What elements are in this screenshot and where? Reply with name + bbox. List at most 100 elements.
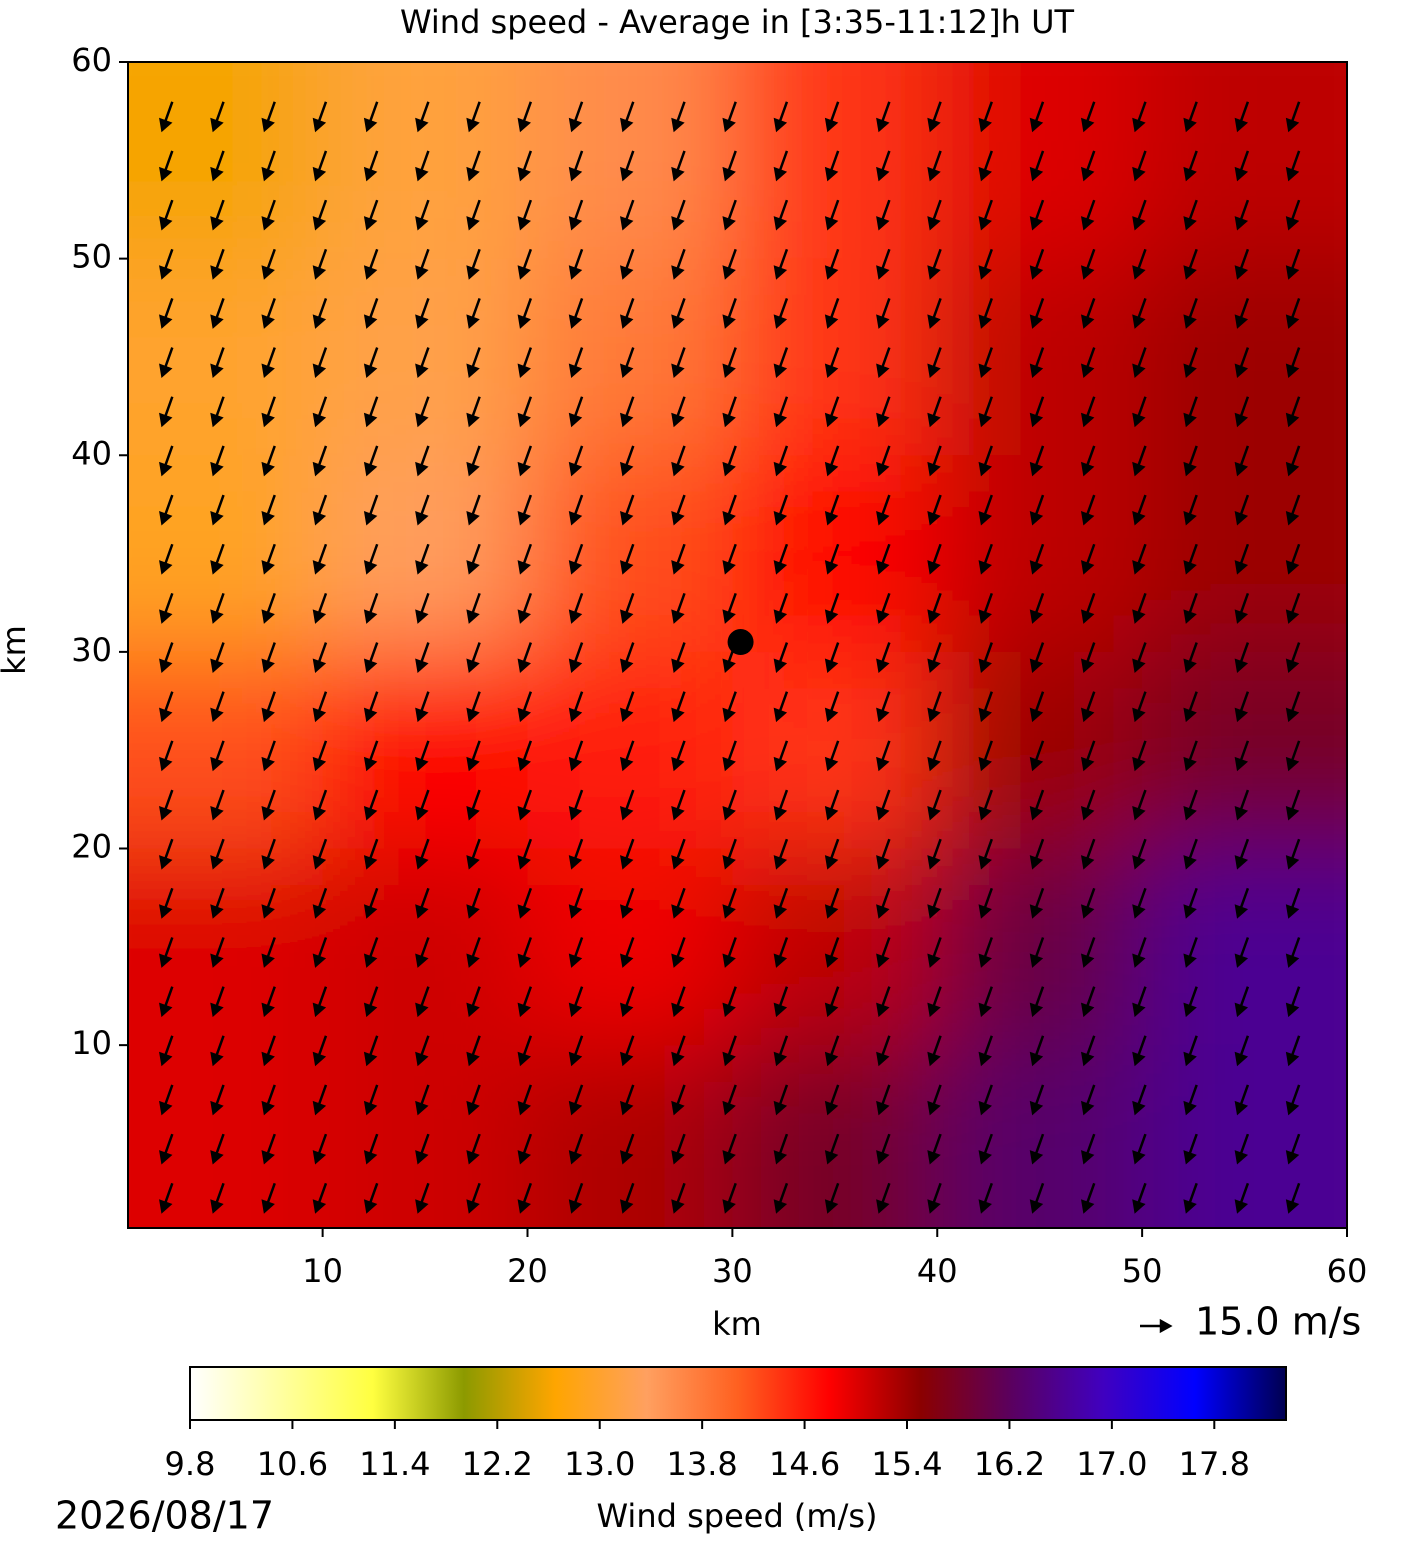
wind-arrow — [1234, 887, 1250, 919]
wind-arrow — [1285, 1133, 1301, 1165]
wind-arrow — [1183, 347, 1198, 379]
wind-arrow — [620, 986, 635, 1018]
wind-arrow — [876, 1182, 891, 1214]
wind-arrow — [722, 298, 737, 329]
wind-arrow — [671, 789, 686, 821]
wind-arrow — [927, 445, 942, 477]
wind-arrow — [363, 101, 379, 133]
wind-arrow — [773, 150, 789, 182]
wind-arrow — [876, 740, 891, 772]
colorbar-tick-label: 14.6 — [769, 1445, 840, 1483]
wind-arrow — [1183, 101, 1198, 133]
cell — [1142, 62, 1347, 260]
wind-arrow — [517, 986, 533, 1018]
wind-arrow — [312, 740, 328, 772]
wind-arrow — [722, 592, 737, 624]
wind-arrow — [415, 494, 430, 526]
wind-arrow — [876, 445, 891, 477]
wind-arrow — [722, 887, 737, 919]
wind-arrow — [363, 1084, 379, 1116]
wind-arrow — [1029, 150, 1045, 182]
wind-arrow — [1285, 1182, 1301, 1214]
x-axis-label: km — [712, 1305, 762, 1343]
wind-arrow — [517, 248, 533, 280]
wind-arrow — [773, 740, 789, 772]
wind-arrow — [210, 838, 225, 870]
wind-arrow — [927, 740, 942, 772]
cell — [128, 651, 324, 850]
wind-arrow — [927, 199, 942, 231]
wind-arrow — [1285, 887, 1301, 919]
wind-arrow — [415, 543, 430, 575]
wind-arrow — [568, 543, 584, 575]
wind-arrow — [1183, 150, 1198, 182]
wind-arrow — [620, 887, 635, 919]
wind-arrow — [671, 1182, 686, 1214]
wind-arrow — [466, 937, 481, 968]
wind-arrow — [363, 396, 379, 428]
wind-arrow — [1029, 445, 1045, 477]
wind-arrow — [978, 101, 993, 133]
wind-arrow — [312, 1084, 328, 1116]
wind-arrow — [1029, 248, 1045, 280]
wind-arrow — [312, 248, 328, 280]
wind-arrow — [466, 445, 481, 477]
wind-arrow — [261, 101, 276, 133]
wind-arrow — [773, 199, 789, 231]
wind-arrow — [824, 298, 840, 329]
cell — [1142, 455, 1347, 653]
wind-arrow — [363, 887, 379, 919]
wind-arrow — [773, 1182, 789, 1214]
wind-arrow — [568, 150, 584, 182]
wind-arrow — [773, 298, 789, 329]
wind-arrow — [415, 1182, 430, 1214]
wind-arrow — [978, 1133, 993, 1165]
wind-arrow — [210, 740, 225, 772]
wind-arrow — [876, 986, 891, 1018]
wind-arrow — [466, 101, 481, 133]
wind-arrow — [466, 789, 481, 821]
wind-arrow — [1285, 347, 1301, 379]
wind-arrow — [1132, 986, 1147, 1018]
wind-arrow — [671, 642, 686, 673]
date: 2026/08/17 — [55, 1494, 274, 1538]
wind-arrow — [1132, 150, 1147, 182]
colorbar-tick-label: 12.2 — [462, 1445, 533, 1483]
wind-arrow — [824, 199, 840, 231]
wind-arrow — [1285, 298, 1301, 329]
wind-arrow — [1029, 789, 1045, 821]
wind-arrow — [773, 691, 789, 723]
wind-arrow — [978, 838, 993, 870]
colorbar-tick-label: 17.8 — [1179, 1445, 1250, 1483]
wind-arrow — [517, 199, 533, 231]
wind-arrow — [1234, 937, 1250, 968]
wind-arrow — [671, 1084, 686, 1116]
wind-arrow — [159, 1084, 174, 1116]
wind-arrow — [466, 740, 481, 772]
wind-arrow — [927, 838, 942, 870]
wind-arrow — [312, 986, 328, 1018]
wind-arrow — [517, 740, 533, 772]
wind-arrow — [312, 937, 328, 968]
wind-arrow — [415, 1035, 430, 1067]
wind-arrow — [312, 691, 328, 723]
wind-arrow — [978, 1182, 993, 1214]
wind-arrow — [824, 887, 840, 919]
wind-arrow — [927, 642, 942, 673]
wind-arrow — [1285, 642, 1301, 673]
wind-arrow — [517, 838, 533, 870]
wind-arrow — [210, 101, 225, 133]
wind-arrow — [620, 642, 635, 673]
wind-arrow — [1132, 838, 1147, 870]
wind-arrow — [927, 248, 942, 280]
wind-arrow — [159, 1182, 174, 1214]
wind-arrow — [927, 101, 942, 133]
wind-arrow — [517, 543, 533, 575]
wind-arrow — [620, 1133, 635, 1165]
wind-arrow — [773, 248, 789, 280]
wind-arrow — [517, 445, 533, 477]
wind-arrow — [261, 789, 276, 821]
wind-arrow — [722, 494, 737, 526]
wind-arrow — [876, 494, 891, 526]
wind-arrow — [876, 592, 891, 624]
